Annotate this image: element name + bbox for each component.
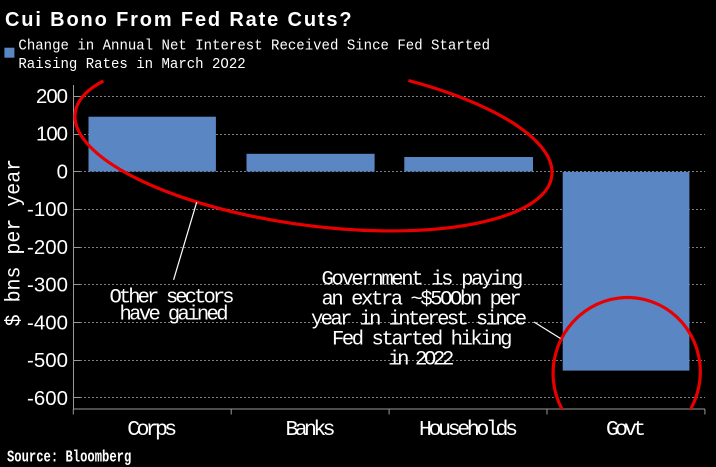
svg-text:Cui Bono From Fed Rate Cuts?: Cui Bono From Fed Rate Cuts?	[5, 9, 353, 31]
svg-text:-600: -600	[27, 388, 68, 410]
svg-text:Banks: Banks	[286, 418, 336, 442]
svg-text:Source: Bloomberg: Source: Bloomberg	[7, 447, 131, 466]
svg-text:-100: -100	[27, 199, 68, 221]
svg-text:Corps: Corps	[127, 418, 177, 442]
svg-text:Fed started hiking: Fed started hiking	[332, 329, 512, 352]
svg-text:-400: -400	[27, 312, 68, 334]
svg-text:-500: -500	[27, 350, 68, 372]
svg-text:Govt: Govt	[606, 418, 646, 442]
svg-text:in 2O22: in 2O22	[388, 349, 454, 372]
svg-text:-300: -300	[27, 275, 68, 297]
svg-text:100: 100	[36, 124, 68, 146]
svg-text:Other sectors: Other sectors	[109, 287, 234, 310]
svg-text:year in interest since: year in interest since	[311, 309, 527, 332]
svg-text:Government is paying: Government is paying	[322, 268, 524, 291]
svg-text:200: 200	[36, 86, 68, 108]
svg-text:have gained: have gained	[120, 304, 229, 327]
svg-text:Change in Annual Net Interest: Change in Annual Net Interest Received S…	[18, 37, 490, 55]
svg-text:Households: Households	[419, 418, 518, 442]
svg-text:-200: -200	[27, 237, 68, 259]
svg-text:Raising Rates in March 2O22: Raising Rates in March 2O22	[18, 55, 245, 73]
svg-text:an extra ~$5OObn per: an extra ~$5OObn per	[322, 288, 522, 311]
svg-text:$ bns per year: $ bns per year	[3, 159, 27, 327]
svg-text:0: 0	[57, 161, 68, 183]
